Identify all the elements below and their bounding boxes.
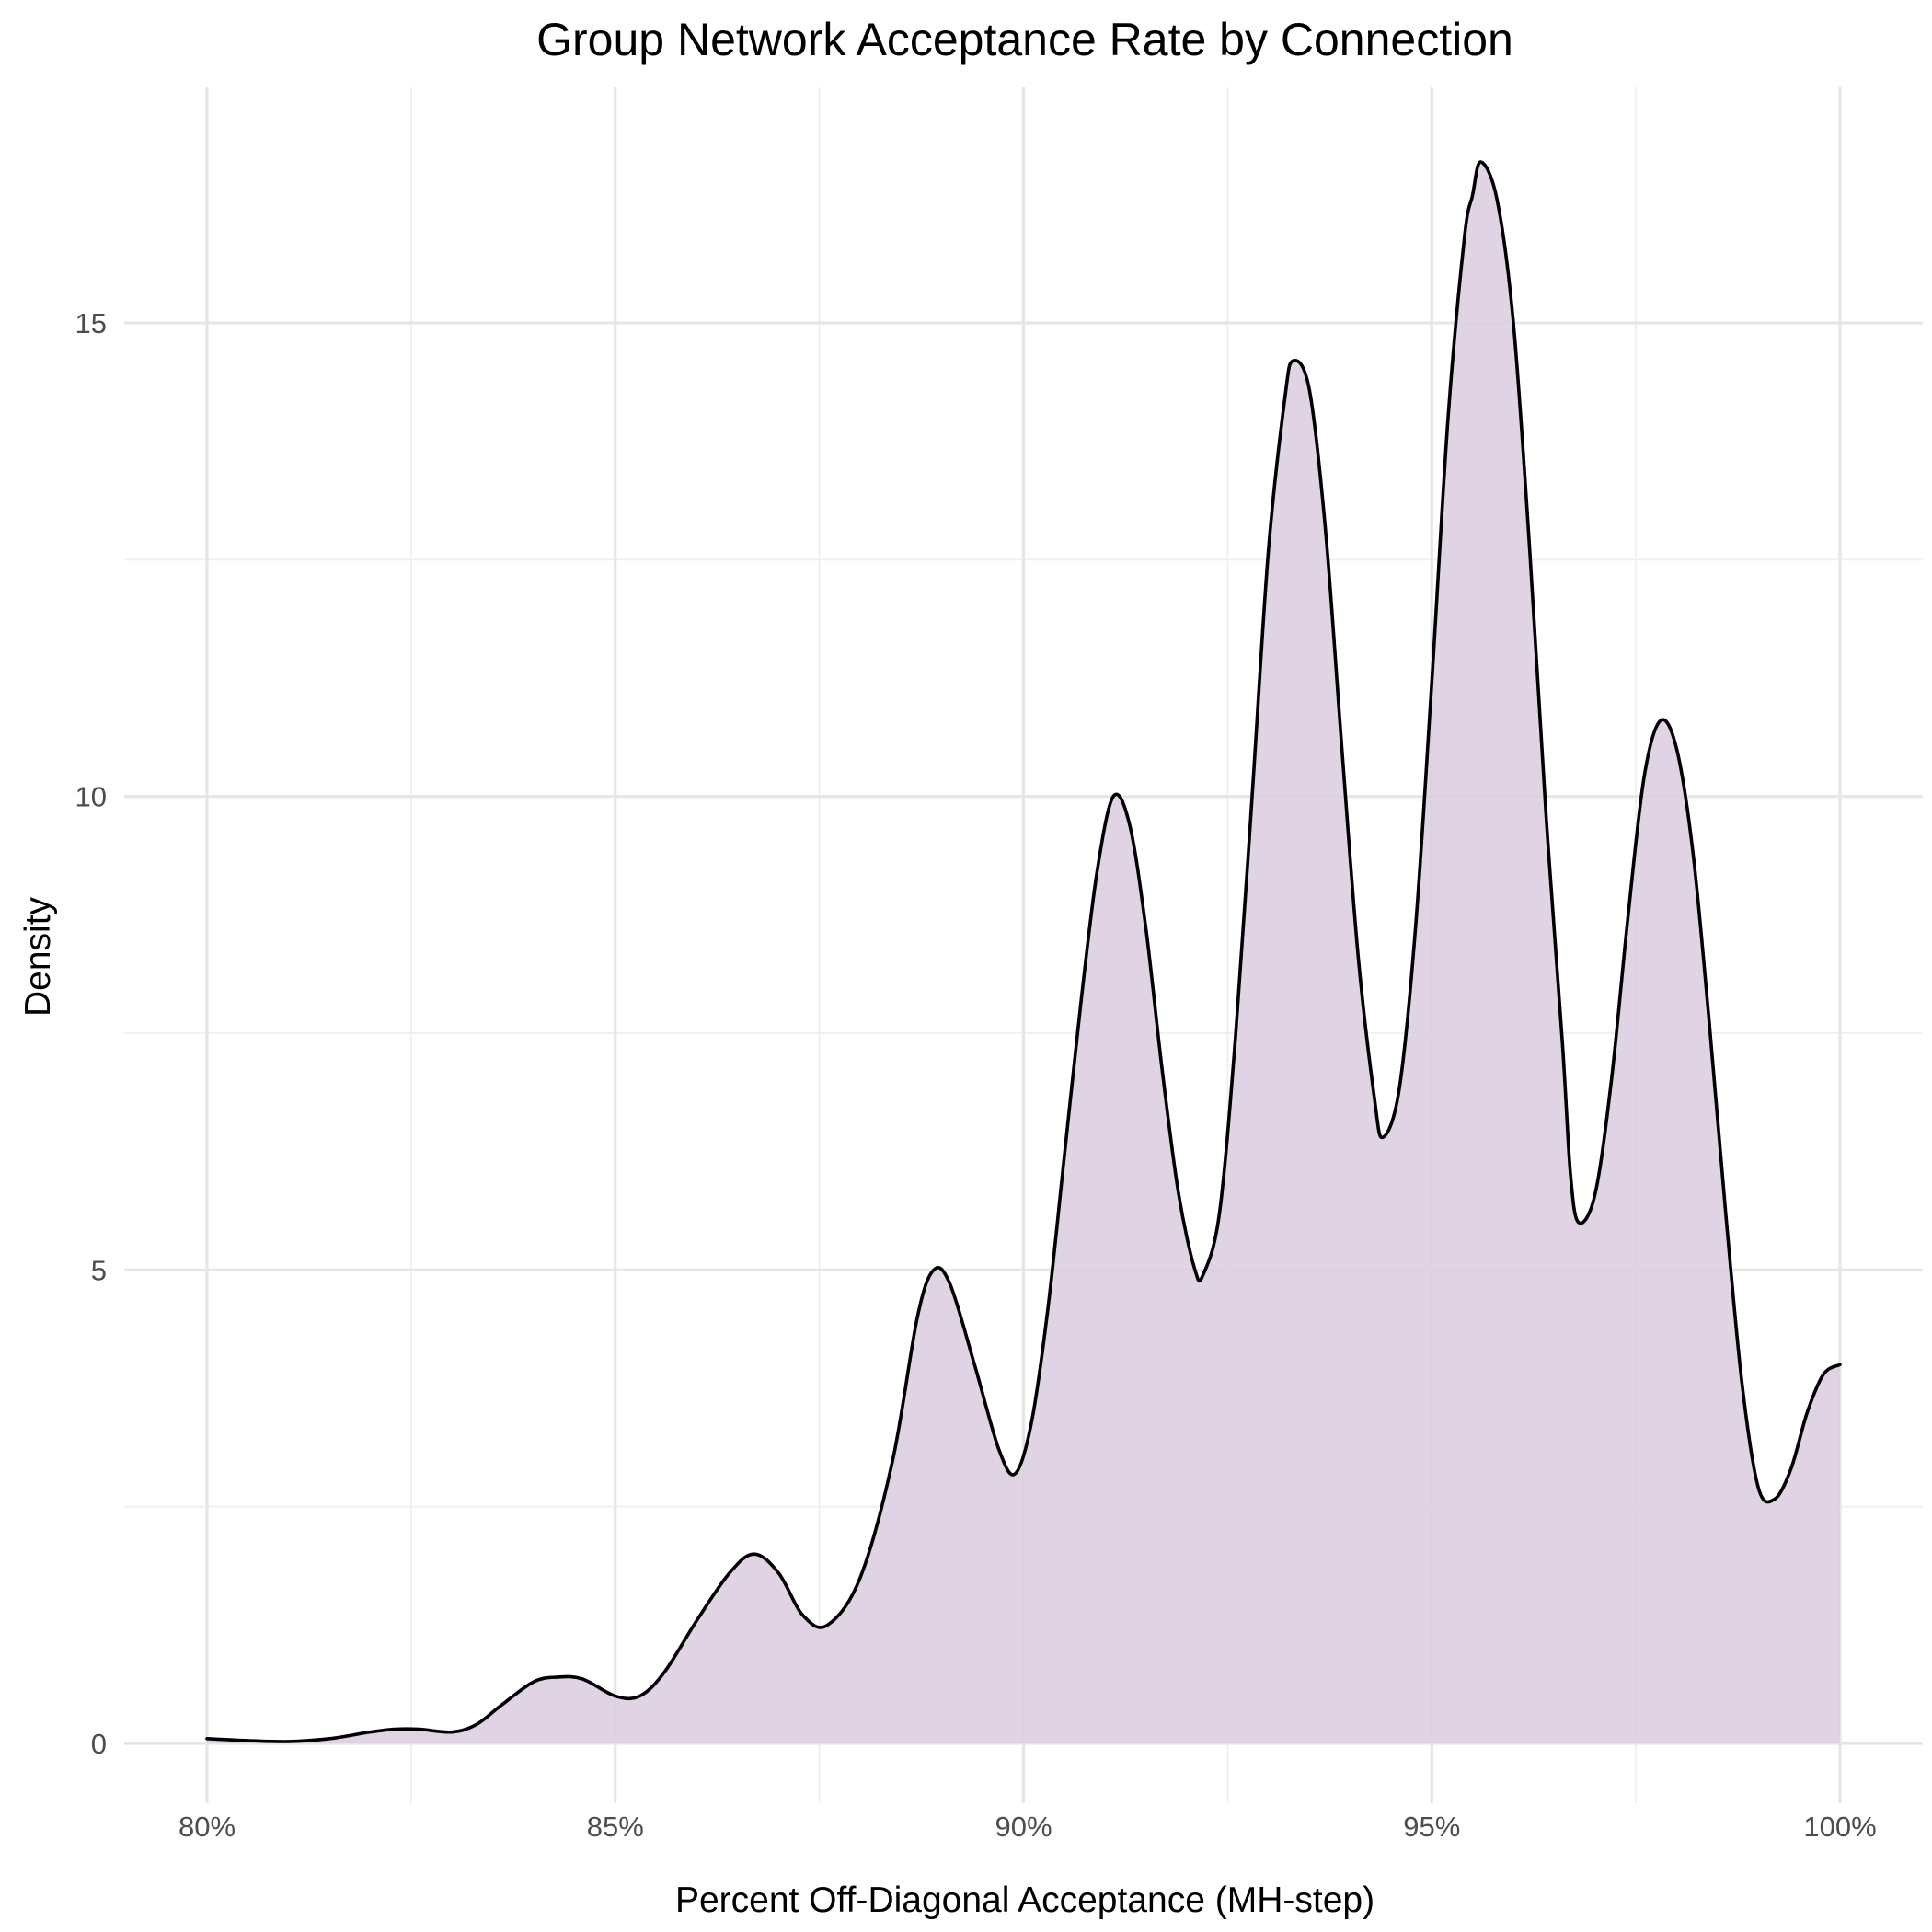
x-tick-label: 85% [587,1811,644,1843]
x-tick-label: 95% [1403,1811,1460,1843]
density-area-fill [207,162,1840,1743]
x-tick-label: 90% [995,1811,1052,1843]
y-tick-label: 5 [91,1254,107,1286]
y-axis-ticks: 0 5 10 15 [75,307,107,1760]
y-tick-label: 15 [75,307,107,339]
y-tick-label: 10 [75,781,107,813]
y-tick-label: 0 [91,1728,107,1760]
x-tick-label: 80% [178,1811,236,1843]
x-axis-title: Percent Off-Diagonal Acceptance (MH-step… [675,1880,1374,1920]
x-tick-label: 100% [1803,1811,1876,1843]
x-axis-ticks: 80% 85% 90% 95% 100% [178,1811,1877,1843]
chart-title: Group Network Acceptance Rate by Connect… [536,14,1513,65]
y-axis-title: Density [18,896,58,1017]
density-line [205,160,1842,1743]
density-area-group [205,160,1842,1743]
